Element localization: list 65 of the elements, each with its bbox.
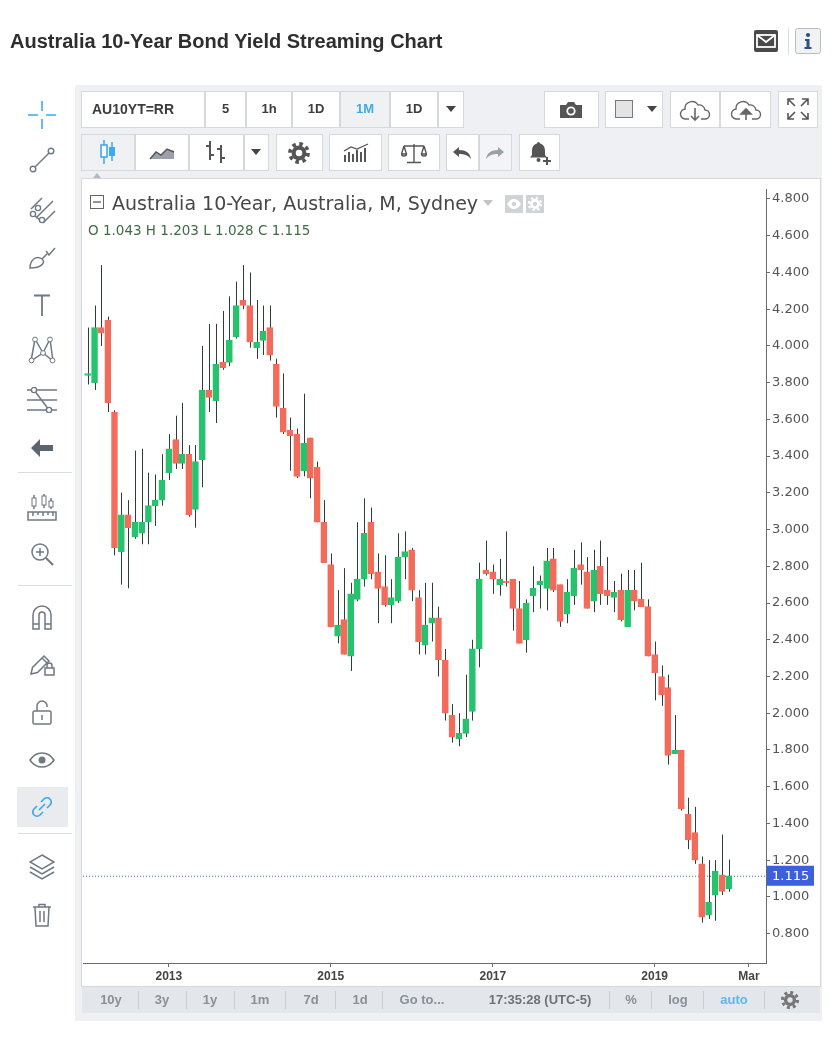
x-tick-label: 2019 — [641, 968, 669, 983]
y-tick-label: 1.400 — [772, 814, 810, 830]
candlestick — [226, 295, 233, 367]
text: 1y — [202, 992, 218, 1007]
text: 10y — [100, 992, 122, 1007]
text: 17:35:28 (UTC-5) — [488, 992, 592, 1007]
text: auto — [720, 992, 748, 1007]
candlestick — [84, 327, 91, 385]
y-tick-label: 3.400 — [772, 447, 810, 463]
text: AU10YT=RR — [92, 101, 175, 117]
text: 1h — [261, 101, 277, 116]
text: 1D — [405, 101, 423, 116]
y-tick-label: 4.000 — [772, 337, 810, 353]
y-tick-label: 2.600 — [772, 594, 810, 610]
x-tick-label: 2013 — [155, 968, 183, 983]
y-tick-label: 4.200 — [772, 300, 810, 316]
candlestick — [219, 310, 227, 371]
candlestick — [401, 530, 409, 580]
chart-title: Australia 10-Year Bond Yield Streaming Chart — [10, 30, 443, 52]
text: 7d — [303, 992, 319, 1007]
y-tick-label: 4.400 — [772, 263, 810, 279]
text: % — [625, 992, 637, 1007]
y-tick-label: 4.800 — [772, 190, 810, 206]
candlestick — [381, 554, 388, 608]
x-tick-label: 2017 — [479, 968, 507, 983]
y-tick-label: 1.000 — [772, 888, 810, 904]
candlestick — [462, 674, 470, 738]
y-tick-label: 1.800 — [772, 741, 810, 757]
text: 1D — [307, 101, 325, 116]
text: 5 — [221, 101, 230, 116]
y-tick-label: 3.600 — [772, 410, 810, 426]
y-tick-label: 2.000 — [772, 704, 810, 720]
candlestick — [334, 589, 341, 644]
candlestick — [428, 582, 436, 643]
candlestick — [145, 472, 152, 545]
candlestick — [577, 541, 584, 586]
candlestick — [253, 299, 260, 360]
y-tick-label: 2.200 — [772, 667, 810, 683]
y-tick-label: 0.800 — [772, 924, 810, 940]
y-tick-label: 1.200 — [772, 851, 810, 867]
y-tick-label: 3.200 — [772, 484, 810, 500]
y-tick-label: 4.600 — [772, 227, 810, 243]
candlestick — [172, 415, 180, 470]
candlestick — [725, 859, 733, 893]
x-tick-label: 2015 — [317, 968, 345, 983]
candlestick — [165, 433, 173, 481]
ref-line-label: 1.115 — [772, 867, 810, 883]
x-tick-label: Mar — [738, 968, 760, 983]
y-tick-label: 2.800 — [772, 557, 810, 573]
candlestick — [705, 859, 712, 920]
text: log — [668, 992, 688, 1007]
annotation: O 1.043 H 1.203 L 1.028 C 1.115 — [88, 222, 311, 238]
candlestick — [671, 714, 678, 755]
y-tick-label: 2.400 — [772, 631, 810, 647]
chart-subtitle: Australia 10-Year, Australia, M, Sydney — [112, 192, 479, 214]
candlestick — [151, 473, 159, 527]
text: 1d — [352, 992, 368, 1007]
candlestick — [496, 558, 503, 597]
text: Go to... — [399, 992, 445, 1007]
y-tick-label: 1.600 — [772, 778, 810, 794]
y-tick-label: 3.000 — [772, 520, 810, 536]
text: 3y — [154, 992, 170, 1007]
text: 1m — [250, 992, 270, 1007]
y-tick-label: 3.800 — [772, 374, 810, 390]
text: 1M — [355, 101, 375, 116]
